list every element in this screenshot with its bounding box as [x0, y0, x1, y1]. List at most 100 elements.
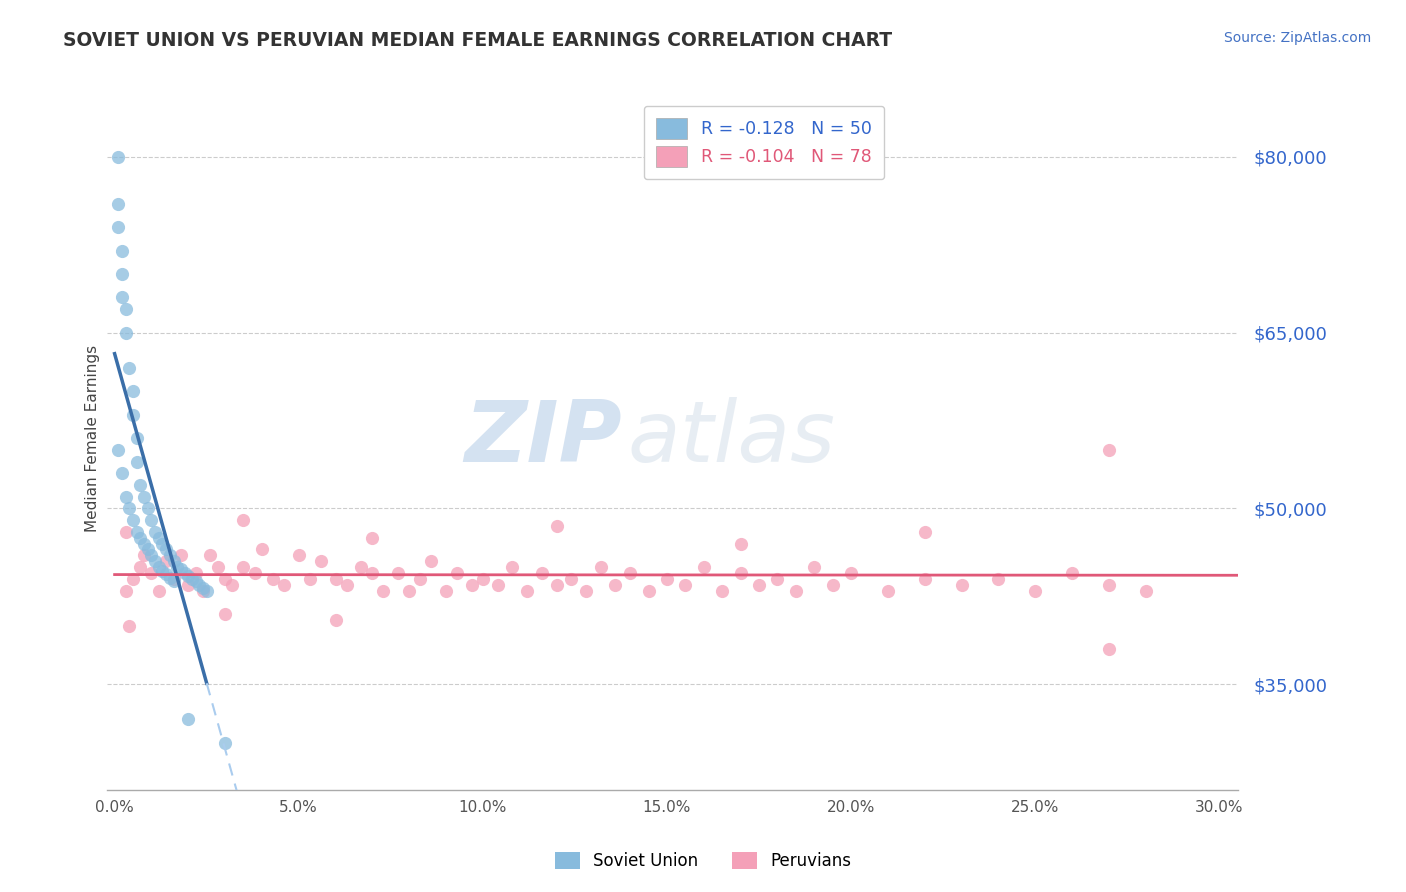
Point — [214, 736, 236, 750]
Point — [125, 454, 148, 468]
Point — [420, 554, 443, 568]
Point — [1098, 442, 1121, 457]
Point — [325, 572, 347, 586]
Point — [159, 571, 181, 585]
Y-axis label: Median Female Earnings: Median Female Earnings — [86, 344, 100, 532]
Point — [546, 577, 568, 591]
Point — [122, 408, 145, 422]
Legend: R = -0.128   N = 50, R = -0.104   N = 78: R = -0.128 N = 50, R = -0.104 N = 78 — [644, 105, 884, 179]
Point — [546, 519, 568, 533]
Point — [114, 524, 136, 539]
Point — [409, 572, 432, 586]
Point — [162, 572, 184, 586]
Point — [221, 577, 243, 591]
Point — [152, 536, 174, 550]
Point — [191, 581, 214, 595]
Point — [325, 613, 347, 627]
Point — [170, 549, 193, 563]
Point — [950, 577, 973, 591]
Point — [188, 577, 211, 591]
Point — [461, 577, 484, 591]
Point — [118, 501, 141, 516]
Point — [148, 560, 170, 574]
Point — [434, 583, 457, 598]
Point — [155, 567, 177, 582]
Point — [673, 577, 696, 591]
Point — [914, 524, 936, 539]
Point — [129, 560, 152, 574]
Point — [287, 549, 309, 563]
Text: Source: ZipAtlas.com: Source: ZipAtlas.com — [1223, 31, 1371, 45]
Point — [114, 302, 136, 317]
Point — [173, 566, 195, 580]
Point — [152, 564, 174, 578]
Point — [114, 326, 136, 340]
Point — [232, 560, 254, 574]
Point — [839, 566, 862, 580]
Point — [250, 542, 273, 557]
Point — [107, 220, 129, 235]
Point — [1098, 577, 1121, 591]
Point — [516, 583, 538, 598]
Point — [501, 560, 523, 574]
Point — [1024, 583, 1046, 598]
Point — [785, 583, 807, 598]
Point — [155, 542, 177, 557]
Point — [177, 569, 200, 583]
Point — [122, 384, 145, 399]
Point — [129, 531, 152, 545]
Point — [195, 583, 218, 598]
Point — [132, 536, 155, 550]
Point — [730, 536, 752, 550]
Point — [181, 572, 204, 586]
Point — [122, 572, 145, 586]
Point — [162, 574, 184, 589]
Point — [398, 583, 420, 598]
Point — [191, 583, 214, 598]
Point — [766, 572, 789, 586]
Point — [148, 531, 170, 545]
Point — [125, 431, 148, 445]
Point — [373, 583, 395, 598]
Point — [637, 583, 659, 598]
Point — [471, 572, 494, 586]
Point — [170, 562, 193, 576]
Point — [446, 566, 468, 580]
Point — [200, 549, 222, 563]
Point — [136, 501, 159, 516]
Point — [114, 583, 136, 598]
Point — [387, 566, 409, 580]
Point — [207, 560, 229, 574]
Point — [107, 150, 129, 164]
Point — [730, 566, 752, 580]
Point — [111, 244, 134, 258]
Point — [148, 583, 170, 598]
Point — [111, 290, 134, 304]
Point — [273, 577, 295, 591]
Point — [159, 549, 181, 563]
Point — [214, 607, 236, 621]
Point — [166, 560, 188, 574]
Point — [748, 577, 770, 591]
Point — [162, 554, 184, 568]
Point — [111, 467, 134, 481]
Point — [184, 566, 207, 580]
Point — [155, 554, 177, 568]
Point — [232, 513, 254, 527]
Point — [350, 560, 373, 574]
Point — [114, 490, 136, 504]
Point — [177, 713, 200, 727]
Point — [486, 577, 509, 591]
Point — [560, 572, 582, 586]
Point — [877, 583, 900, 598]
Point — [141, 549, 163, 563]
Point — [141, 513, 163, 527]
Point — [589, 560, 612, 574]
Point — [711, 583, 734, 598]
Point — [214, 572, 236, 586]
Legend: Soviet Union, Peruvians: Soviet Union, Peruvians — [548, 845, 858, 877]
Point — [143, 524, 166, 539]
Point — [132, 549, 155, 563]
Point — [655, 572, 678, 586]
Point — [107, 196, 129, 211]
